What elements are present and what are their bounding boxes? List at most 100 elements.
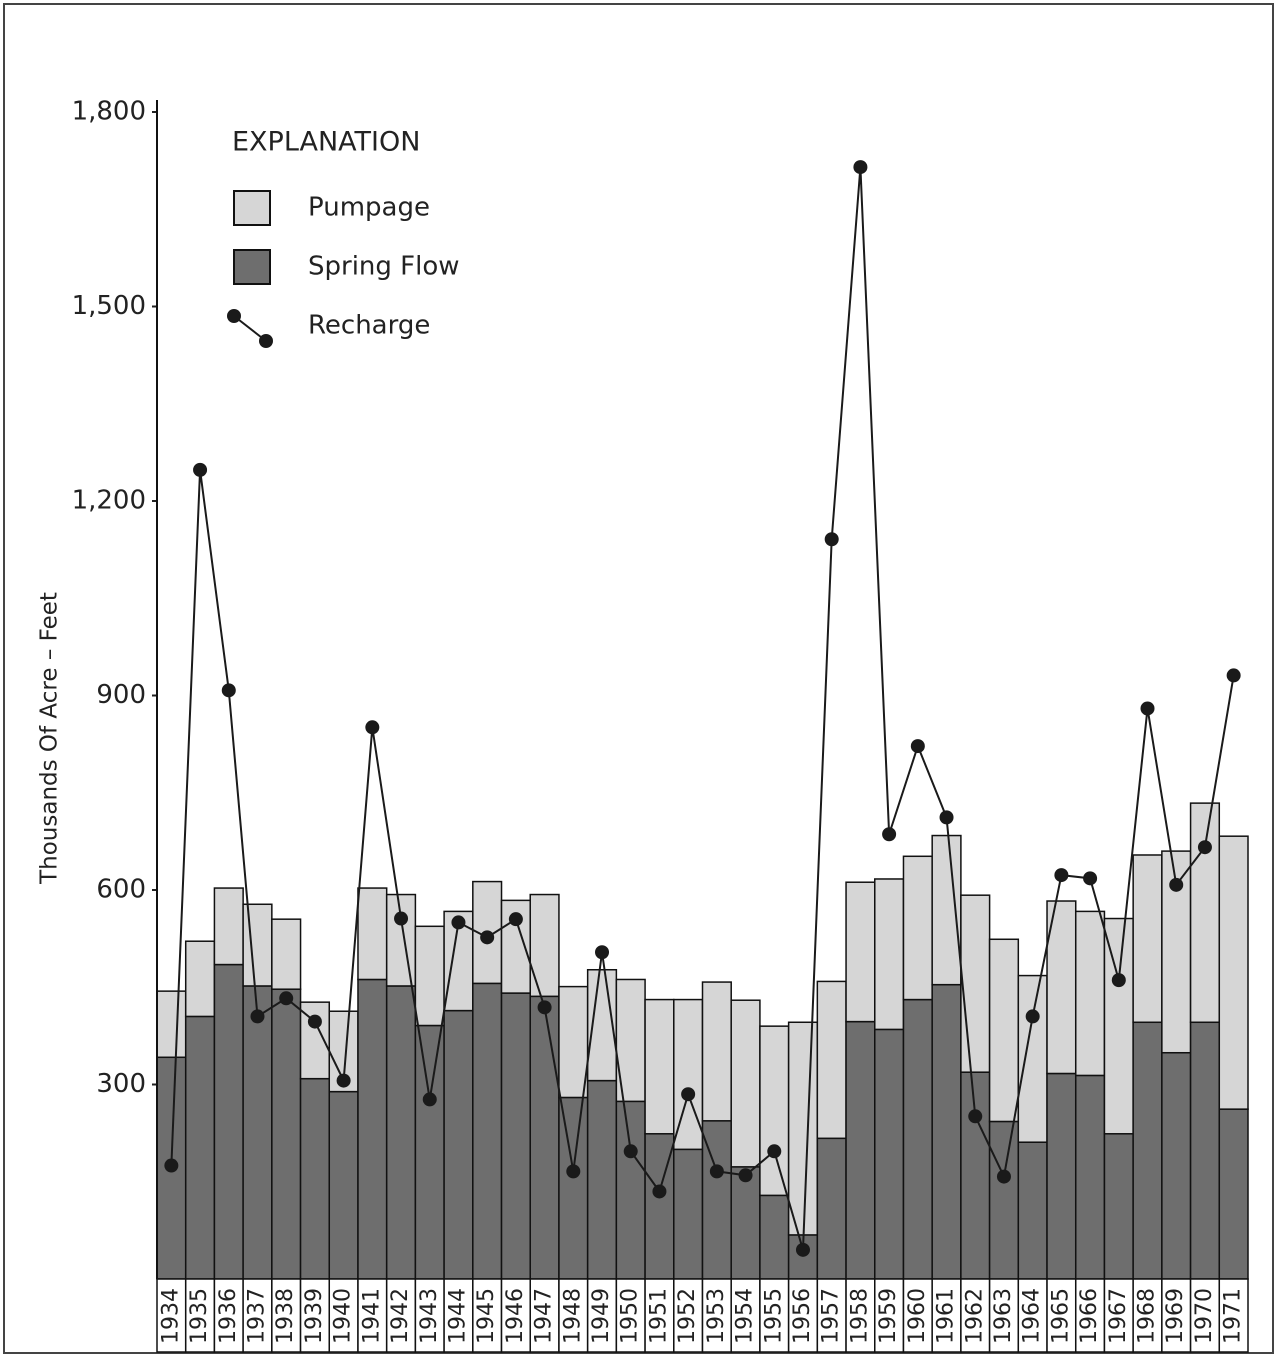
x-tick-label: 1956 (790, 1288, 815, 1344)
y-tick-label: 1,200 (72, 486, 146, 516)
recharge-point (1083, 871, 1098, 886)
x-label-box (988, 1278, 1020, 1353)
x-label-box (931, 1278, 962, 1353)
x-label-box (184, 1278, 216, 1353)
x-tick-label: 1950 (618, 1288, 643, 1344)
bar-segment (816, 1137, 847, 1280)
recharge-point (480, 930, 495, 945)
bar-segment (988, 1120, 1020, 1280)
x-tick-label: 1958 (847, 1288, 872, 1344)
bar-segment (931, 983, 962, 1280)
recharge-point (709, 1164, 724, 1179)
recharge-point (652, 1184, 667, 1199)
x-tick-label: 1963 (991, 1288, 1016, 1344)
x-label-box (673, 1278, 704, 1353)
bar-segment (1189, 802, 1221, 1024)
x-label-box (529, 1278, 560, 1353)
recharge-point (910, 739, 925, 754)
bar-segment (1017, 974, 1048, 1143)
y-tick-label: 300 (96, 1069, 146, 1099)
recharge-point (336, 1073, 351, 1088)
bar-segment (1218, 835, 1249, 1110)
bar-segment (328, 1090, 359, 1280)
recharge-point (824, 532, 839, 547)
x-tick-label: 1964 (1020, 1288, 1045, 1344)
bar-segment (184, 1015, 216, 1280)
bar-segment (1161, 1051, 1192, 1280)
x-tick-label: 1962 (962, 1288, 987, 1344)
bar-segment (902, 998, 933, 1280)
x-tick-label: 1955 (761, 1288, 786, 1344)
x-tick-label: 1969 (1163, 1288, 1188, 1344)
x-label-box (472, 1278, 503, 1353)
y-tick-label: 1,800 (72, 97, 146, 127)
x-tick-label: 1935 (187, 1288, 212, 1344)
recharge-point (795, 1242, 810, 1257)
recharge-point (566, 1164, 581, 1179)
bar-segment (213, 963, 244, 1280)
x-tick-label: 1936 (216, 1288, 241, 1344)
bar-segment (184, 940, 216, 1018)
x-tick-label: 1939 (302, 1288, 327, 1344)
legend-label: Pumpage (308, 193, 430, 223)
recharge-point (307, 1014, 322, 1029)
bar-segment (213, 887, 244, 966)
legend-label: Spring Flow (308, 252, 460, 282)
x-label-box (730, 1278, 761, 1353)
bar-segment (586, 1079, 618, 1280)
recharge-point (164, 1158, 179, 1173)
recharge-point (996, 1169, 1011, 1184)
bar-segment (931, 834, 962, 986)
bar-segment (1189, 1021, 1221, 1280)
bar-segment (500, 992, 531, 1280)
bar-segment (1132, 854, 1163, 1024)
x-tick-label: 1959 (876, 1288, 901, 1344)
x-tick-label: 1968 (1135, 1288, 1160, 1344)
recharge-point (279, 991, 294, 1006)
bar-segment (845, 881, 876, 1023)
recharge-point (681, 1087, 696, 1102)
recharge-line (170, 167, 1235, 1251)
bar-segment (156, 990, 187, 1059)
bar-segment (1132, 1021, 1163, 1280)
recharge-point (1054, 868, 1069, 883)
x-label-box (1046, 1278, 1077, 1353)
x-label-box (443, 1278, 474, 1353)
y-tick-label: 900 (96, 680, 146, 710)
x-tick-label: 1943 (417, 1288, 442, 1344)
x-label-box (558, 1278, 589, 1353)
x-tick-label: 1938 (273, 1288, 298, 1344)
bar-segment (644, 998, 675, 1135)
legend-label: Recharge (308, 311, 430, 341)
bar-segment (787, 1021, 819, 1236)
bar-segment (1103, 917, 1134, 1135)
recharge-point (365, 720, 380, 735)
x-tick-label: 1947 (532, 1288, 557, 1344)
x-tick-label: 1971 (1221, 1288, 1246, 1344)
recharge-point (939, 810, 954, 825)
x-label-box (874, 1278, 905, 1353)
bar-segment (414, 925, 445, 1027)
x-tick-label: 1942 (388, 1288, 413, 1344)
bar-segment (242, 985, 273, 1280)
x-label-box (1218, 1278, 1249, 1353)
bar-segment (902, 855, 933, 1001)
x-tick-label: 1934 (158, 1288, 183, 1344)
x-tick-label: 1948 (560, 1288, 585, 1344)
bar-segment (558, 1096, 589, 1280)
recharge-point (422, 1092, 437, 1107)
bar-segment (701, 981, 732, 1122)
y-tick-label: 1,500 (72, 291, 146, 321)
x-tick-label: 1961 (934, 1288, 959, 1344)
bar-segment (472, 982, 503, 1280)
x-label-box (1103, 1278, 1134, 1353)
x-tick-label: 1937 (244, 1288, 269, 1344)
bar-segment (385, 985, 417, 1280)
x-tick-label: 1960 (905, 1288, 930, 1344)
x-label-box (213, 1278, 244, 1353)
bar-segment (988, 938, 1020, 1123)
x-tick-label: 1941 (359, 1288, 384, 1344)
bar-segment (759, 1025, 790, 1197)
bar-segment (1074, 910, 1106, 1077)
